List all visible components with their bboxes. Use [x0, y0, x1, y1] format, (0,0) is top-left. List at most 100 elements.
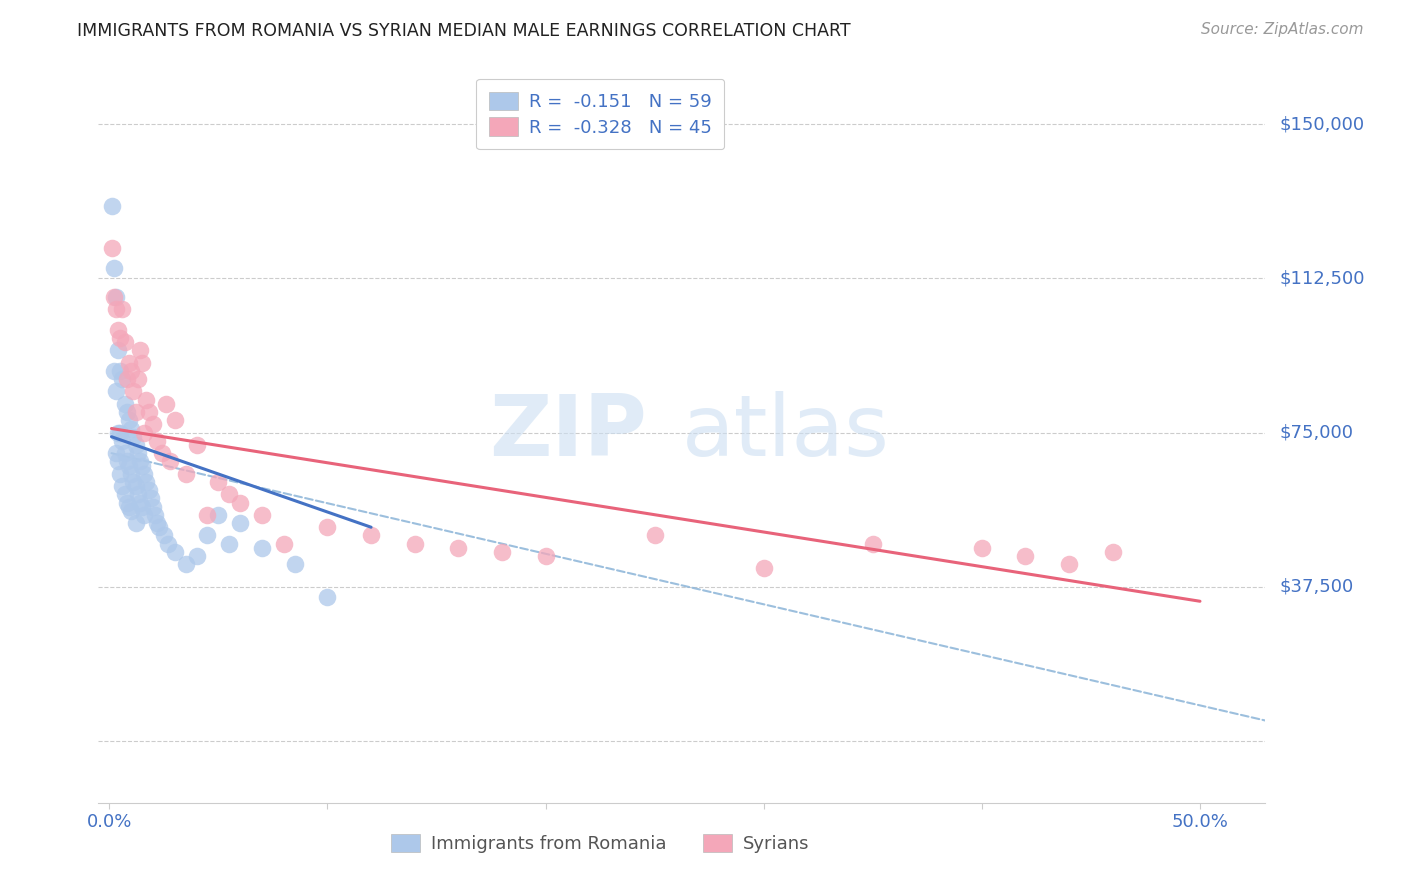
Point [174, 558, 197, 572]
Point [111, 479, 134, 493]
Point [120, 364, 142, 378]
Point [131, 356, 153, 370]
Point [127, 446, 149, 460]
Point [218, 536, 240, 550]
Point [115, 405, 138, 419]
Point [1101, 545, 1123, 559]
Point [110, 425, 132, 440]
Point [360, 528, 382, 542]
Point [120, 421, 142, 435]
Point [114, 487, 136, 501]
Point [118, 500, 141, 514]
Point [138, 405, 160, 419]
Point [100, 240, 122, 255]
Point [114, 335, 136, 350]
Point [111, 302, 134, 317]
Point [127, 372, 149, 386]
Point [146, 516, 169, 530]
Point [163, 413, 186, 427]
Point [107, 454, 129, 468]
Point [148, 520, 170, 534]
Point [118, 356, 141, 370]
Point [118, 413, 141, 427]
Point [110, 364, 132, 378]
Point [207, 508, 229, 522]
Point [107, 323, 129, 337]
Point [970, 541, 993, 555]
Point [124, 405, 146, 419]
Point [174, 467, 197, 481]
Y-axis label: Median Male Earnings: Median Male Earnings [0, 349, 7, 516]
Text: ZIP: ZIP [489, 391, 647, 475]
Point [110, 331, 132, 345]
Point [157, 536, 180, 550]
Point [131, 458, 153, 473]
Point [118, 458, 141, 473]
Point [197, 528, 219, 542]
Point [316, 590, 339, 604]
Point [103, 290, 125, 304]
Point [122, 430, 145, 444]
Point [134, 425, 156, 440]
Point [104, 290, 127, 304]
Point [110, 467, 132, 481]
Point [104, 384, 127, 399]
Point [752, 561, 775, 575]
Point [103, 364, 125, 378]
Point [186, 438, 208, 452]
Point [534, 549, 557, 563]
Point [250, 508, 273, 522]
Point [139, 491, 162, 506]
Point [186, 549, 208, 563]
Point [250, 541, 273, 555]
Point [163, 545, 186, 559]
Point [135, 475, 157, 489]
Point [644, 528, 666, 542]
Point [491, 545, 513, 559]
Point [122, 475, 145, 489]
Point [131, 500, 153, 514]
Point [128, 343, 150, 358]
Point [115, 372, 138, 386]
Text: Source: ZipAtlas.com: Source: ZipAtlas.com [1201, 22, 1364, 37]
Text: IMMIGRANTS FROM ROMANIA VS SYRIAN MEDIAN MALE EARNINGS CORRELATION CHART: IMMIGRANTS FROM ROMANIA VS SYRIAN MEDIAN… [77, 22, 851, 40]
Point [316, 520, 339, 534]
Point [128, 495, 150, 509]
Point [120, 504, 142, 518]
Point [114, 397, 136, 411]
Point [100, 199, 122, 213]
Point [103, 261, 125, 276]
Point [128, 454, 150, 468]
Point [1014, 549, 1036, 563]
Point [207, 475, 229, 489]
Point [104, 446, 127, 460]
Point [107, 343, 129, 358]
Point [135, 392, 157, 407]
Point [284, 558, 307, 572]
Point [115, 454, 138, 468]
Point [229, 516, 252, 530]
Point [273, 536, 295, 550]
Point [229, 495, 252, 509]
Point [127, 487, 149, 501]
Point [138, 483, 160, 498]
Point [111, 372, 134, 386]
Point [159, 454, 181, 468]
Point [862, 536, 884, 550]
Point [120, 467, 142, 481]
Point [1057, 558, 1080, 572]
Text: $75,000: $75,000 [1279, 424, 1354, 442]
Point [218, 487, 240, 501]
Point [143, 508, 166, 522]
Point [115, 495, 138, 509]
Point [150, 446, 173, 460]
Point [124, 438, 146, 452]
Text: $112,500: $112,500 [1279, 269, 1365, 287]
Legend: Immigrants from Romania, Syrians: Immigrants from Romania, Syrians [384, 827, 817, 861]
Point [114, 446, 136, 460]
Point [124, 479, 146, 493]
Point [142, 417, 165, 432]
Point [104, 302, 127, 317]
Point [111, 434, 134, 448]
Text: $37,500: $37,500 [1279, 578, 1354, 596]
